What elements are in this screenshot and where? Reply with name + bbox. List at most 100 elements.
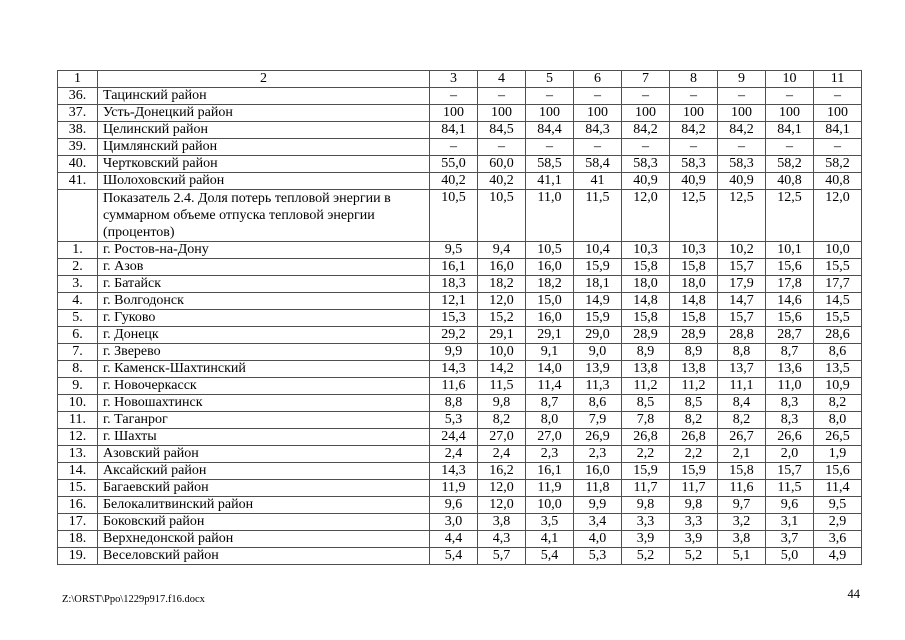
value-cell: 15,2 xyxy=(477,309,526,327)
value-cell: 8,2 xyxy=(717,411,766,429)
value-cell: 2,0 xyxy=(765,445,814,463)
value-cell: 40,8 xyxy=(765,172,814,190)
value-cell: 2,4 xyxy=(429,445,478,463)
row-number-cell: 9. xyxy=(57,377,98,395)
value-cell: 10,0 xyxy=(525,496,574,514)
value-cell: 10,0 xyxy=(813,241,862,259)
territory-name-cell: г. Ростов-на-Дону xyxy=(97,241,430,259)
value-cell: 40,2 xyxy=(429,172,478,190)
value-cell: 60,0 xyxy=(477,155,526,173)
value-cell: 28,6 xyxy=(813,326,862,344)
value-cell: 29,1 xyxy=(477,326,526,344)
value-cell: 11,9 xyxy=(429,479,478,497)
value-cell: 2,1 xyxy=(717,445,766,463)
value-cell: 10,3 xyxy=(669,241,718,259)
value-cell: 5,2 xyxy=(621,547,670,565)
table-row: 9. г. Новочеркасск 11,6 11,5 11,4 11,3 11,2 11,… xyxy=(57,377,862,395)
value-cell: 10,5 xyxy=(525,241,574,259)
value-cell: 24,4 xyxy=(429,428,478,446)
value-cell: – xyxy=(621,87,670,105)
value-cell: 27,0 xyxy=(525,428,574,446)
value-cell: 11,8 xyxy=(573,479,622,497)
territory-name-cell: Аксайский район xyxy=(97,462,430,480)
table-row: 5. г. Гуково 15,3 15,2 16,0 15,9 15,8 15,8 15,7 1… xyxy=(57,309,862,327)
table-row: 3. г. Батайск 18,3 18,2 18,2 18,1 18,0 18,0 17,9… xyxy=(57,275,862,293)
table-row: 13. Азовский район 2,4 2,4 2,3 2,3 2,2 2,2 2,1 2,… xyxy=(57,445,862,463)
value-cell: 12,0 xyxy=(477,479,526,497)
value-cell: – xyxy=(573,138,622,156)
value-cell: 9,8 xyxy=(669,496,718,514)
row-number-cell: 17. xyxy=(57,513,98,531)
value-cell: 9,6 xyxy=(765,496,814,514)
value-cell: 100 xyxy=(717,104,766,122)
row-number-cell: 13. xyxy=(57,445,98,463)
table-row: 1. г. Ростов-на-Дону 9,5 9,4 10,5 10,4 10,3 10,… xyxy=(57,241,862,259)
value-cell: 84,3 xyxy=(573,121,622,139)
value-cell: 8,5 xyxy=(621,394,670,412)
territory-name-cell: Цимлянский район xyxy=(97,138,430,156)
value-cell: 13,5 xyxy=(813,360,862,378)
value-cell: – xyxy=(573,87,622,105)
value-cell: 84,2 xyxy=(669,121,718,139)
value-cell: 26,5 xyxy=(813,428,862,446)
value-cell: 58,4 xyxy=(573,155,622,173)
value-cell: – xyxy=(621,138,670,156)
row-number-cell: 10. xyxy=(57,394,98,412)
column-header-cell: 7 xyxy=(621,70,670,88)
territory-name-cell: г. Зверево xyxy=(97,343,430,361)
value-cell: 16,1 xyxy=(429,258,478,276)
table-row: 10. г. Новошахтинск 8,8 9,8 8,7 8,6 8,5 8,5 8,4 8… xyxy=(57,394,862,412)
value-cell: 17,7 xyxy=(813,275,862,293)
row-number-cell: 36. xyxy=(57,87,98,105)
value-cell: 9,7 xyxy=(717,496,766,514)
value-cell: 16,0 xyxy=(525,258,574,276)
value-cell: 7,9 xyxy=(573,411,622,429)
value-cell: 9,5 xyxy=(429,241,478,259)
territory-name-cell: г. Азов xyxy=(97,258,430,276)
value-cell: 15,6 xyxy=(765,309,814,327)
row-number-cell: 2. xyxy=(57,258,98,276)
table-row: 39. Цимлянский район – – – – – – – – – xyxy=(57,138,862,156)
value-cell: 4,0 xyxy=(573,530,622,548)
value-cell: 3,0 xyxy=(429,513,478,531)
value-cell: 9,6 xyxy=(429,496,478,514)
value-cell: 40,2 xyxy=(477,172,526,190)
value-cell: 29,0 xyxy=(573,326,622,344)
territory-name-cell: Целинский район xyxy=(97,121,430,139)
table-row: 40. Чертковский район 55,0 60,0 58,5 58,4 58,3… xyxy=(57,155,862,173)
value-cell: 13,9 xyxy=(573,360,622,378)
column-header-cell: 8 xyxy=(669,70,718,88)
value-cell: 100 xyxy=(621,104,670,122)
value-cell: – xyxy=(813,87,862,105)
row-number-cell: 38. xyxy=(57,121,98,139)
value-cell: 10,3 xyxy=(621,241,670,259)
value-cell: 5,0 xyxy=(765,547,814,565)
value-cell: 4,3 xyxy=(477,530,526,548)
value-cell: 8,9 xyxy=(669,343,718,361)
value-cell: 58,3 xyxy=(621,155,670,173)
value-cell: 5,3 xyxy=(429,411,478,429)
table-row: 14. Аксайский район 14,3 16,2 16,1 16,0 15,9 15… xyxy=(57,462,862,480)
value-cell: 41 xyxy=(573,172,622,190)
row-number-cell: 15. xyxy=(57,479,98,497)
value-cell: 15,9 xyxy=(669,462,718,480)
value-cell: 84,2 xyxy=(621,121,670,139)
value-cell: 15,8 xyxy=(717,462,766,480)
value-cell: 16,1 xyxy=(525,462,574,480)
territory-name-cell: Боковский район xyxy=(97,513,430,531)
value-cell: 58,3 xyxy=(669,155,718,173)
value-cell: 100 xyxy=(573,104,622,122)
value-cell: 100 xyxy=(477,104,526,122)
row-number-cell: 12. xyxy=(57,428,98,446)
territory-name-cell: Веселовский район xyxy=(97,547,430,565)
row-number-cell: 11. xyxy=(57,411,98,429)
value-cell: 84,1 xyxy=(813,121,862,139)
value-cell: 15,3 xyxy=(429,309,478,327)
value-cell: 12,5 xyxy=(717,189,766,242)
value-cell: 3,5 xyxy=(525,513,574,531)
value-cell: 10,9 xyxy=(813,377,862,395)
value-cell: 13,6 xyxy=(765,360,814,378)
value-cell: 11,7 xyxy=(621,479,670,497)
row-number-cell: 19. xyxy=(57,547,98,565)
value-cell: 9,1 xyxy=(525,343,574,361)
